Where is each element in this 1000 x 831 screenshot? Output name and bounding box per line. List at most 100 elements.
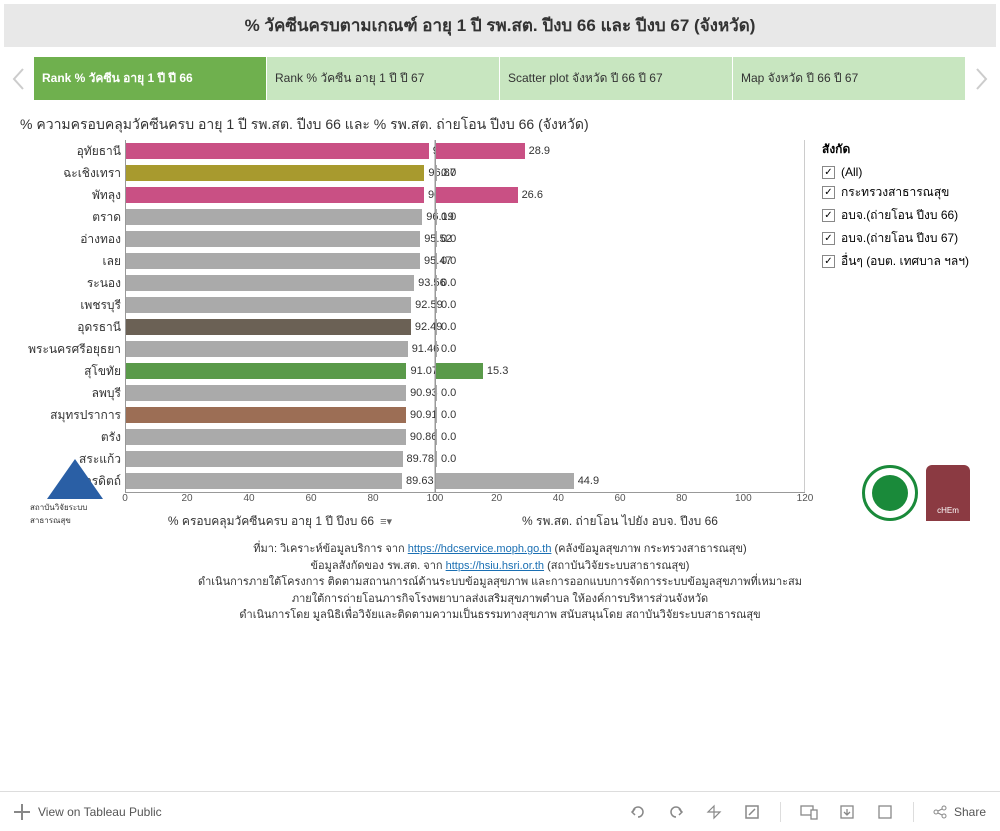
row-label: สมุทรปราการ bbox=[10, 404, 125, 426]
device-button[interactable] bbox=[799, 802, 819, 822]
bar-left[interactable]: 91.07 bbox=[126, 363, 406, 379]
bar-value: 0.0 bbox=[441, 453, 456, 465]
bar-left[interactable]: 93.56 bbox=[126, 275, 414, 291]
axis-tick: 40 bbox=[243, 493, 254, 504]
axis-tick: 80 bbox=[367, 493, 378, 504]
legend-item[interactable]: ✓(All) bbox=[822, 165, 990, 179]
bar-left[interactable]: 96.19 bbox=[126, 209, 422, 225]
undo-button[interactable] bbox=[628, 802, 648, 822]
bar-value: 0.0 bbox=[441, 299, 456, 311]
axis-tick: 20 bbox=[181, 493, 192, 504]
tab-1[interactable]: Rank % วัคซีน อายุ 1 ปี ปี 67 bbox=[267, 57, 500, 100]
tab-2[interactable]: Scatter plot จังหวัด ปี 66 ปี 67 bbox=[500, 57, 733, 100]
next-arrow[interactable] bbox=[968, 59, 996, 99]
bar-right[interactable]: 0.0 bbox=[436, 297, 437, 313]
legend-item[interactable]: ✓อบจ.(ถ่ายโอน ปีงบ 67) bbox=[822, 229, 990, 248]
row-label: อุทัยธานี bbox=[10, 140, 125, 162]
bar-right[interactable]: 44.9 bbox=[436, 473, 574, 489]
axis-tick: 60 bbox=[305, 493, 316, 504]
tableau-public-link[interactable]: View on Tableau Public bbox=[14, 804, 162, 820]
redo-button[interactable] bbox=[666, 802, 686, 822]
bar-right[interactable]: 0.0 bbox=[436, 429, 437, 445]
bar-left[interactable]: 90.91 bbox=[126, 407, 406, 423]
revert-button[interactable] bbox=[704, 802, 724, 822]
bar-value: 28.9 bbox=[529, 145, 550, 157]
legend-title: สังกัด bbox=[822, 140, 990, 159]
row-label: เพชรบุรี bbox=[10, 294, 125, 316]
bar-value: 0.0 bbox=[441, 233, 456, 245]
row-label: อุตรดิตถ์ bbox=[10, 470, 125, 492]
row-label: พัทลุง bbox=[10, 184, 125, 206]
bar-value: 15.3 bbox=[487, 365, 508, 377]
source-link-2[interactable]: https://hsiu.hsri.or.th bbox=[446, 560, 544, 572]
bar-left[interactable]: 95.47 bbox=[126, 253, 420, 269]
source-link-1[interactable]: https://hdcservice.moph.go.th bbox=[408, 543, 552, 555]
row-label: สุโขทัย bbox=[10, 360, 125, 382]
bar-value: 0.0 bbox=[441, 387, 456, 399]
checkbox-icon: ✓ bbox=[822, 232, 835, 245]
bar-right[interactable]: 0.0 bbox=[436, 319, 437, 335]
bar-value: 0.0 bbox=[441, 255, 456, 267]
tab-3[interactable]: Map จังหวัด ปี 66 ปี 67 bbox=[733, 57, 966, 100]
share-icon bbox=[932, 804, 948, 820]
bar-value: 0.0 bbox=[441, 409, 456, 421]
bar-left[interactable]: 89.63 bbox=[126, 473, 402, 489]
prev-arrow[interactable] bbox=[4, 59, 32, 99]
bar-right[interactable]: 0.0 bbox=[436, 165, 437, 181]
checkbox-icon: ✓ bbox=[822, 166, 835, 179]
bar-value: 90.93 bbox=[410, 387, 438, 399]
bar-right[interactable]: 0.0 bbox=[436, 209, 437, 225]
chart-area: อุทัยธานีฉะเชิงเทราพัทลุงตราดอ่างทองเลยร… bbox=[10, 140, 810, 531]
bar-value: 0.0 bbox=[441, 211, 456, 223]
bar-right[interactable]: 0.0 bbox=[436, 275, 437, 291]
bar-left[interactable]: 96.75 bbox=[126, 187, 424, 203]
row-label: ลพบุรี bbox=[10, 382, 125, 404]
bar-value: 0.0 bbox=[441, 321, 456, 333]
bar-left[interactable]: 98.31 bbox=[126, 143, 429, 159]
row-label: พระนครศรีอยุธยา bbox=[10, 338, 125, 360]
download-button[interactable] bbox=[837, 802, 857, 822]
bar-left[interactable]: 90.86 bbox=[126, 429, 406, 445]
bar-left[interactable]: 90.93 bbox=[126, 385, 406, 401]
row-label: ฉะเชิงเทรา bbox=[10, 162, 125, 184]
bar-left[interactable]: 89.78 bbox=[126, 451, 403, 467]
legend-label: กระทรวงสาธารณสุข bbox=[841, 183, 949, 202]
refresh-button[interactable] bbox=[742, 802, 762, 822]
sort-icon[interactable]: ≡▾ bbox=[380, 515, 392, 528]
bar-left[interactable]: 95.52 bbox=[126, 231, 420, 247]
bar-value: 89.63 bbox=[406, 475, 434, 487]
bar-right[interactable]: 15.3 bbox=[436, 363, 483, 379]
bottom-toolbar: View on Tableau Public Share bbox=[0, 791, 1000, 831]
bar-right[interactable]: 0.0 bbox=[436, 231, 437, 247]
bar-value: 0.0 bbox=[441, 277, 456, 289]
bar-value: 44.9 bbox=[578, 475, 599, 487]
bar-left[interactable]: 96.87 bbox=[126, 165, 424, 181]
row-label: ตรัง bbox=[10, 426, 125, 448]
bar-right[interactable]: 28.9 bbox=[436, 143, 525, 159]
bar-value: 91.07 bbox=[410, 365, 438, 377]
bar-right[interactable]: 0.0 bbox=[436, 407, 437, 423]
bar-value: 0.0 bbox=[441, 431, 456, 443]
legend-item[interactable]: ✓อื่นๆ (อบต. เทศบาล ฯลฯ) bbox=[822, 252, 990, 271]
bar-right[interactable]: 0.0 bbox=[436, 253, 437, 269]
legend-item[interactable]: ✓ อบจ.(ถ่ายโอน ปีงบ 66) bbox=[822, 206, 990, 225]
right-axis-label: % รพ.สต. ถ่ายโอน ไปยัง อบจ. ปีงบ 66 bbox=[522, 512, 718, 531]
bar-right[interactable]: 0.0 bbox=[436, 341, 437, 357]
bar-left[interactable]: 91.46 bbox=[126, 341, 408, 357]
legend-label: อบจ.(ถ่ายโอน ปีงบ 66) bbox=[841, 206, 958, 225]
bar-left[interactable]: 92.59 bbox=[126, 297, 411, 313]
share-button[interactable]: Share bbox=[932, 804, 986, 820]
right-chart: 28.9 0.0 26.6 0.0 0.0 0.0 0.0 0.0 0.0 0.0 15.3 0.0 0… bbox=[435, 140, 805, 531]
bar-right[interactable]: 0.0 bbox=[436, 451, 437, 467]
bar-right[interactable]: 0.0 bbox=[436, 385, 437, 401]
fullscreen-button[interactable] bbox=[875, 802, 895, 822]
checkbox-icon: ✓ bbox=[822, 209, 835, 222]
row-label: สระแก้ว bbox=[10, 448, 125, 470]
axis-tick: 20 bbox=[491, 493, 502, 504]
axis-tick: 80 bbox=[676, 493, 687, 504]
bar-value: 0.0 bbox=[441, 167, 456, 179]
bar-right[interactable]: 26.6 bbox=[436, 187, 518, 203]
tab-0[interactable]: Rank % วัคซีน อายุ 1 ปี ปี 66 bbox=[34, 57, 267, 100]
bar-left[interactable]: 92.49 bbox=[126, 319, 411, 335]
legend-item[interactable]: ✓กระทรวงสาธารณสุข bbox=[822, 183, 990, 202]
